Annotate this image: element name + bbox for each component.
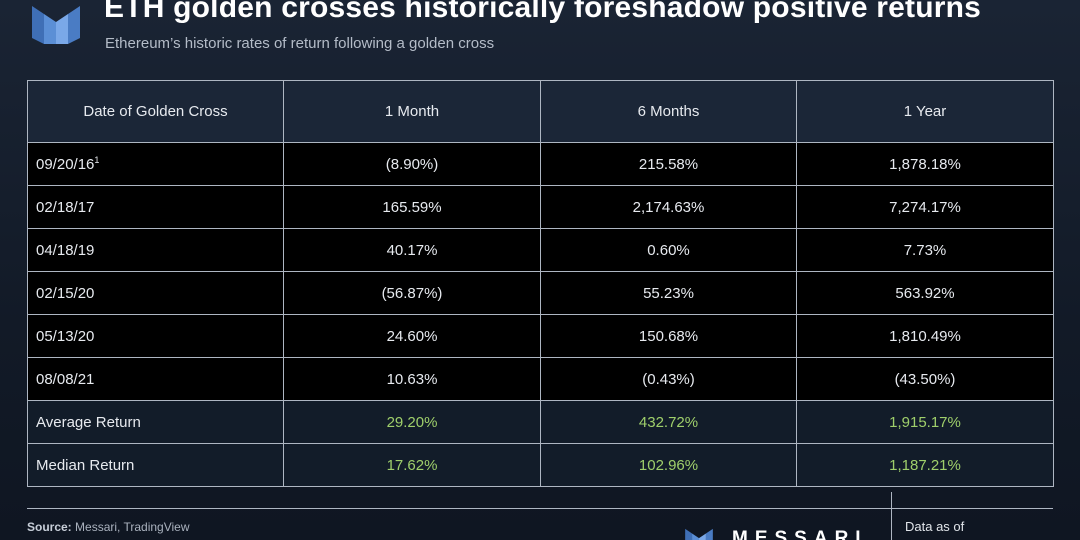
date-text: 09/20/16: [36, 155, 95, 173]
table-cell: 150.68%: [540, 314, 797, 358]
source-note: Source: Messari, TradingView: [27, 520, 190, 534]
table-row: 02/18/17 165.59% 2,174.63% 7,274.17%: [27, 185, 1054, 229]
table-cell: (56.87%): [283, 271, 541, 315]
table-cell-date: 04/18/19: [27, 228, 284, 272]
page-subtitle: Ethereum’s historic rates of return foll…: [105, 35, 495, 52]
column-header: Date of Golden Cross: [27, 80, 284, 143]
table-cell: (0.43%): [540, 357, 797, 401]
table-cell: (43.50%): [796, 357, 1054, 401]
table-row: 09/20/161 (8.90%) 215.58% 1,878.18%: [27, 142, 1054, 186]
summary-row-median: Median Return 17.62% 102.96% 1,187.21%: [27, 443, 1054, 487]
source-label: Source:: [27, 520, 72, 534]
table-cell-date: 02/18/17: [27, 185, 284, 229]
column-header: 1 Year: [796, 80, 1054, 143]
table-cell: 165.59%: [283, 185, 541, 229]
footer-vertical-divider: [891, 492, 892, 540]
messari-logo-icon: [684, 522, 714, 540]
table-cell: 1,810.49%: [796, 314, 1054, 358]
table-header-row: Date of Golden Cross 1 Month 6 Months 1 …: [27, 80, 1054, 143]
source-text: Messari, TradingView: [75, 520, 190, 534]
footer-brand: MESSARI: [684, 522, 868, 540]
table-row: 05/13/20 24.60% 150.68% 1,810.49%: [27, 314, 1054, 358]
summary-cell: 432.72%: [540, 400, 797, 444]
summary-label: Average Return: [27, 400, 284, 444]
table-cell: 0.60%: [540, 228, 797, 272]
table-cell: 2,174.63%: [540, 185, 797, 229]
table-cell: 563.92%: [796, 271, 1054, 315]
table-row: 02/15/20 (56.87%) 55.23% 563.92%: [27, 271, 1054, 315]
table-cell-date: 05/13/20: [27, 314, 284, 358]
summary-cell: 102.96%: [540, 443, 797, 487]
table-cell: 40.17%: [283, 228, 541, 272]
messari-logo-icon: [30, 0, 82, 46]
summary-cell: 17.62%: [283, 443, 541, 487]
table-cell-date: 08/08/21: [27, 357, 284, 401]
page-title: ETH golden crosses historically foreshad…: [104, 0, 982, 24]
summary-cell: 29.20%: [283, 400, 541, 444]
data-as-of-label: Data as of: [905, 519, 965, 534]
footnote-marker: 1: [94, 154, 100, 165]
column-header: 6 Months: [540, 80, 797, 143]
table-cell: (8.90%): [283, 142, 541, 186]
summary-label: Median Return: [27, 443, 284, 487]
table-cell: 7.73%: [796, 228, 1054, 272]
column-header: 1 Month: [283, 80, 541, 143]
table-cell: 215.58%: [540, 142, 797, 186]
table-cell: 24.60%: [283, 314, 541, 358]
brand-wordmark: MESSARI: [732, 528, 868, 540]
table-cell: 10.63%: [283, 357, 541, 401]
summary-cell: 1,187.21%: [796, 443, 1054, 487]
table-cell: 7,274.17%: [796, 185, 1054, 229]
summary-row-average: Average Return 29.20% 432.72% 1,915.17%: [27, 400, 1054, 444]
table-row: 08/08/21 10.63% (0.43%) (43.50%): [27, 357, 1054, 401]
table-cell: 1,878.18%: [796, 142, 1054, 186]
footer-divider: [27, 508, 1053, 509]
table-cell-date: 02/15/20: [27, 271, 284, 315]
table-cell-date: 09/20/161: [27, 142, 284, 186]
table-row: 04/18/19 40.17% 0.60% 7.73%: [27, 228, 1054, 272]
summary-cell: 1,915.17%: [796, 400, 1054, 444]
table-cell: 55.23%: [540, 271, 797, 315]
returns-table: Date of Golden Cross 1 Month 6 Months 1 …: [27, 80, 1054, 487]
